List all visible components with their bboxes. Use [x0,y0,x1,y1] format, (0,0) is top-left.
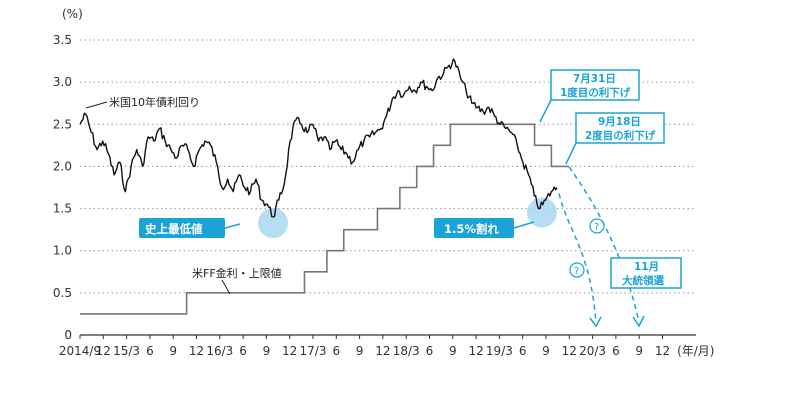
record-low-label: 史上最低値 [145,222,203,236]
x-tick-label: 12 [375,344,390,358]
callout-election-month: 11月 [634,261,659,273]
question-mark-lower [569,262,585,278]
x-tick-label: 15/3 [113,344,140,358]
callout-election-text: 大統領選 [622,274,664,287]
projection-arrow-ff [568,166,640,323]
callout-first-cut-connector [539,99,552,123]
question-mark-upper-text: ? [594,222,599,233]
x-tick-label: 9 [356,344,364,358]
x-tick-label: 9 [542,344,550,358]
x-tick-label: 12 [655,344,670,358]
y-tick-label: 0.5 [53,286,72,300]
x-tick-label: 6 [519,344,527,358]
x-tick-label: 17/3 [300,344,327,358]
y-tick-label: 1.5 [53,202,72,216]
series-label-1-leader [85,101,108,109]
x-tick-label: 12 [189,344,204,358]
callout-first-cut-text: 1度目の利下げ [560,86,631,99]
x-tick-label: 6 [426,344,434,358]
x-tick-label: 6 [239,344,247,358]
callout-first-cut-date: 7月31日 [573,73,616,85]
series-label-2-leader [221,279,231,295]
series-label-yield: 米国10年債利回り [109,95,200,109]
x-tick-label: 9 [635,344,643,358]
series-yield-line [79,58,558,218]
y-tick-label: 0 [64,328,72,342]
x-tick-label: 16/3 [206,344,233,358]
projection-arrowhead-ff [632,315,645,328]
x-tick-label: 2014/9 [59,344,101,358]
y-axis-unit: (%) [62,7,83,21]
x-tick-label: 9 [263,344,271,358]
x-tick-label: 12 [468,344,483,358]
callout-second-cut-date: 9月18日 [598,116,641,128]
question-mark-upper [589,218,605,234]
projection [558,166,645,328]
projection-arrowhead-yield [589,316,602,328]
projection-arrow-yield [558,193,597,323]
x-tick-label: (年/月) [677,344,714,358]
series-ff-rate-line [80,123,569,315]
callout-second-cut [575,112,665,144]
x-tick-label: 20/3 [579,344,606,358]
highlights [258,197,557,238]
callout-election [610,257,682,289]
x-tick-label: 6 [612,344,620,358]
x-tick-label: 6 [146,344,154,358]
series-label-ff-rate: 米FF金利・上限値 [192,266,282,280]
x-tick-label: 18/3 [393,344,420,358]
y-tick-label: 3.5 [53,33,72,47]
series [79,58,569,315]
x-tick-label: 12 [562,344,577,358]
break-badge [434,218,514,238]
x-tick-label: 12 [96,344,111,358]
x-tick-label: 19/3 [486,344,513,358]
x-tick-label: 6 [332,344,340,358]
annotations: (%) 米国10年債利回り 米FF金利・上限値 史上最低値 1.5%割れ 7月3… [62,7,682,295]
record-low-highlight [258,208,289,238]
y-tick-label: 2.5 [53,117,72,131]
x-tick-label: 9 [449,344,457,358]
x-tick-label: 9 [169,344,177,358]
y-tick-label: 3.0 [53,75,72,89]
record-low-badge [139,218,225,238]
break-connector [513,221,535,229]
break-label: 1.5%割れ [444,222,499,236]
question-mark-lower-text: ? [574,266,579,277]
y-tick-label: 1.0 [53,244,72,258]
callout-first-cut [550,69,640,101]
callout-second-cut-connector [565,142,577,165]
record-low-connector [224,223,241,229]
x-tick-label: 12 [282,344,297,358]
break-highlight [526,197,557,228]
y-tick-label: 2.0 [53,159,72,173]
callout-second-cut-text: 2度目の利下げ [585,129,656,142]
